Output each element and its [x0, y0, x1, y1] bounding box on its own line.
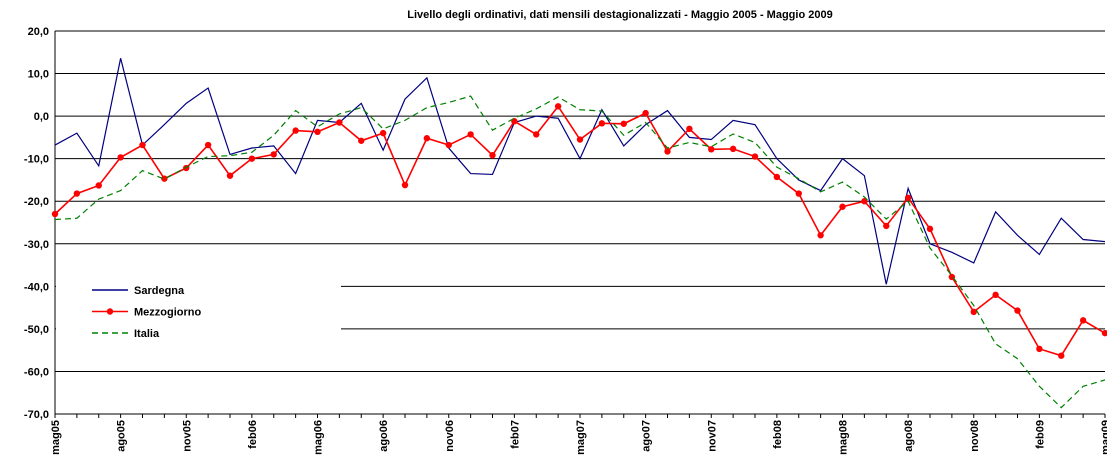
y-tick-label: -10,0: [24, 154, 49, 166]
x-tick-label: nov07: [706, 420, 718, 452]
data-point: [117, 154, 124, 161]
data-point: [1101, 329, 1107, 337]
y-tick-label: -20,0: [24, 196, 49, 208]
y-tick-label: -40,0: [24, 281, 49, 293]
data-point: [620, 120, 627, 127]
data-point: [379, 129, 387, 137]
x-tick-label: mag08: [838, 420, 850, 455]
data-point: [336, 119, 343, 126]
series-line: [54, 95, 1106, 409]
data-point: [751, 153, 759, 160]
data-point: [358, 137, 365, 144]
data-point: [1014, 307, 1021, 314]
data-point: [423, 135, 431, 142]
x-tick-label: ago06: [378, 420, 390, 452]
data-point: [992, 291, 999, 299]
data-point: [445, 141, 452, 149]
x-tick-label: nov06: [444, 420, 456, 452]
data-point: [292, 127, 299, 134]
x-tick-label: ago07: [641, 420, 653, 452]
y-tick-label: 0,0: [34, 111, 49, 123]
data-point: [226, 172, 234, 179]
data-point: [73, 190, 81, 197]
x-tick-label: mag05: [50, 420, 62, 455]
chart-title: Livello degli ordinativi, dati mensili d…: [407, 9, 832, 21]
data-point: [139, 141, 146, 149]
data-point: [861, 198, 868, 205]
x-tick-label: feb07: [509, 420, 521, 449]
legend-marker: [106, 308, 114, 315]
x-tick-label: feb09: [1034, 420, 1046, 449]
data-point: [51, 210, 59, 218]
data-point: [554, 103, 562, 110]
data-point: [883, 222, 890, 230]
data-point: [729, 145, 737, 153]
x-tick-label: ago08: [903, 420, 915, 452]
data-point: [489, 152, 496, 159]
y-tick-label: 10,0: [28, 69, 49, 81]
data-point: [1036, 345, 1043, 353]
data-point: [970, 308, 977, 316]
data-point: [533, 131, 540, 138]
y-tick-label: 20,0: [28, 26, 49, 38]
data-point: [95, 182, 102, 189]
data-point: [1079, 317, 1087, 324]
data-point: [204, 141, 212, 149]
data-point: [708, 146, 715, 153]
data-point: [576, 136, 584, 143]
x-tick-label: mag07: [575, 420, 587, 455]
data-point: [161, 175, 168, 182]
legend-label: Mezzogiorno: [134, 307, 201, 319]
legend-label: Sardegna: [134, 285, 185, 297]
y-tick-label: -70,0: [24, 409, 49, 421]
data-point: [686, 125, 693, 133]
data-point: [467, 131, 474, 138]
data-point: [401, 181, 409, 189]
x-tick-label: mag09: [1100, 420, 1107, 455]
legend-label: Italia: [134, 328, 160, 340]
x-tick-label: nov08: [969, 420, 981, 452]
series-line: [54, 58, 1106, 285]
x-tick-label: feb08: [772, 420, 784, 449]
x-tick-label: ago05: [116, 420, 128, 452]
data-point: [773, 173, 781, 181]
data-point: [248, 155, 256, 162]
y-tick-label: -60,0: [24, 366, 49, 378]
y-tick-label: -50,0: [24, 324, 49, 336]
data-point: [270, 151, 277, 158]
data-point: [314, 128, 321, 136]
data-point: [1058, 352, 1065, 359]
x-tick-label: feb06: [247, 420, 259, 449]
data-point: [904, 194, 912, 202]
data-point: [839, 203, 846, 210]
x-tick-label: nov05: [181, 420, 193, 452]
data-point: [926, 225, 934, 233]
x-tick-label: mag06: [313, 420, 325, 455]
data-point: [664, 148, 671, 155]
data-point: [795, 190, 802, 197]
y-tick-label: -30,0: [24, 239, 49, 251]
data-point: [642, 109, 649, 117]
data-point: [817, 232, 824, 239]
data-point: [598, 120, 606, 127]
